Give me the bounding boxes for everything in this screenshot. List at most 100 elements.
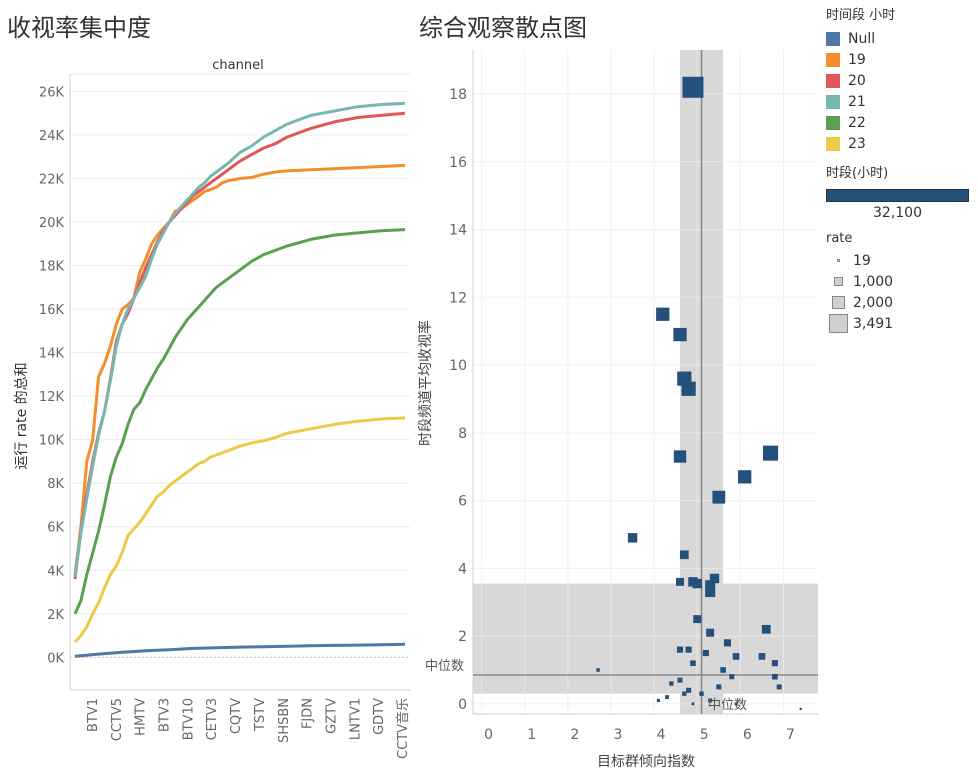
legend-item-21[interactable]: 21 bbox=[826, 91, 976, 112]
scatter-point bbox=[682, 76, 704, 98]
legend-label: Null bbox=[848, 30, 876, 47]
color-legend-items: Null 19 20 21 22 23 bbox=[826, 28, 976, 154]
x-tick-label: 4 bbox=[657, 727, 666, 743]
y-tick-label: 10 bbox=[449, 358, 467, 374]
x-tick-label: FJDN bbox=[301, 698, 316, 729]
y-tick-label: 12K bbox=[39, 390, 65, 405]
size-label: 2,000 bbox=[853, 294, 894, 311]
bar-legend-value: 32,100 bbox=[873, 205, 922, 221]
scatter-point bbox=[708, 698, 713, 703]
x-tick-label: TSTV bbox=[253, 698, 268, 732]
legend-item-22[interactable]: 22 bbox=[826, 112, 976, 133]
x-tick-label: CQTV bbox=[229, 698, 244, 734]
x-tick-label: GDTV bbox=[372, 698, 387, 735]
x-tick-label: SHSBN bbox=[277, 698, 292, 743]
y-tick-label: 26K bbox=[39, 85, 65, 100]
size-legend-item: 2,000 bbox=[826, 292, 976, 313]
scatter-point bbox=[693, 615, 702, 624]
scatter-point bbox=[734, 702, 738, 706]
x-tick-label: 2 bbox=[570, 727, 579, 743]
legend: 时间段 小时 Null 19 20 21 22 23 时段(小时) 32,100 rate… bbox=[826, 4, 976, 334]
y-tick-label: 16K bbox=[39, 303, 65, 318]
legend-item-19[interactable]: 19 bbox=[826, 49, 976, 70]
y-tick-label: 14 bbox=[449, 223, 467, 239]
size-legend-item: 19 bbox=[826, 250, 976, 271]
y-tick-label: 0 bbox=[458, 697, 467, 713]
y-tick-label: 8K bbox=[47, 477, 64, 492]
scatter-point bbox=[799, 707, 802, 711]
scatter-point bbox=[679, 550, 689, 560]
size-swatch bbox=[833, 277, 843, 286]
bar-legend-swatch bbox=[826, 189, 969, 202]
x-tick-label: 5 bbox=[700, 727, 709, 743]
x-tick-label: BTV1 bbox=[86, 698, 101, 732]
scatter-point bbox=[772, 673, 778, 680]
legend-swatch bbox=[826, 136, 840, 151]
scatter-point bbox=[732, 653, 740, 660]
scatter-point bbox=[669, 681, 674, 686]
scatter-point bbox=[729, 674, 735, 680]
series-line-23 bbox=[73, 416, 406, 644]
legend-swatch bbox=[826, 52, 840, 67]
size-label: 1,000 bbox=[853, 273, 894, 290]
y-tick-label: 4 bbox=[458, 561, 467, 577]
legend-swatch bbox=[826, 31, 840, 46]
y-tick-label: 2K bbox=[47, 608, 64, 623]
legend-item-20[interactable]: 20 bbox=[826, 70, 976, 91]
legend-item-Null[interactable]: Null bbox=[826, 28, 976, 49]
y-tick-label: 20K bbox=[39, 216, 65, 231]
scatter-point bbox=[686, 687, 692, 693]
line-chart: channel 0K 2K 4K 6K 8K 10K 12K 14K 16K 18K 20K 22K 2… bbox=[14, 58, 411, 759]
median-label-x: 中位数 bbox=[708, 698, 747, 713]
x-tick-label: BTV3 bbox=[158, 698, 173, 732]
series-line-20 bbox=[73, 111, 406, 580]
scatter-point bbox=[699, 691, 704, 696]
scatter-point bbox=[673, 327, 687, 342]
y-tick-label: 18 bbox=[449, 87, 467, 103]
y-grid bbox=[69, 74, 410, 691]
legend-label: 21 bbox=[848, 93, 866, 110]
x-tick-label: 1 bbox=[527, 727, 536, 743]
y-axis-title: 时段频道平均收视率 bbox=[417, 320, 434, 446]
scatter-point bbox=[596, 668, 600, 672]
scatter-point bbox=[665, 695, 670, 700]
series-line-19 bbox=[73, 163, 406, 575]
x-tick-label: CCTV音乐 bbox=[395, 698, 411, 759]
scatter-point bbox=[682, 691, 687, 696]
legend-label: 19 bbox=[848, 51, 866, 68]
scatter-point bbox=[691, 702, 695, 706]
legend-item-23[interactable]: 23 bbox=[826, 133, 976, 154]
left-chart-title: 收视率集中度 bbox=[7, 14, 151, 42]
y-tick-label: 18K bbox=[39, 260, 65, 275]
y-tick-label: 10K bbox=[39, 434, 65, 449]
series-lines bbox=[73, 101, 406, 658]
scatter-point bbox=[685, 646, 692, 653]
size-swatch bbox=[831, 296, 845, 309]
y-tick-label: 12 bbox=[449, 290, 467, 306]
scatter-point bbox=[716, 684, 722, 690]
scatter-point bbox=[720, 667, 726, 673]
scatter-point bbox=[706, 628, 715, 637]
color-legend-title: 时间段 小时 bbox=[826, 8, 896, 23]
size-legend-item: 1,000 bbox=[826, 271, 976, 292]
x-tick-labels: BTV1 CCTV5 HMTV BTV3 BTV10 CETV3 CQTV TSTV SHSBN… bbox=[86, 698, 411, 759]
scatter-point bbox=[692, 578, 702, 589]
facet-header: channel bbox=[212, 58, 263, 73]
scatter-point bbox=[677, 677, 683, 683]
legend-label: 22 bbox=[848, 114, 866, 131]
scatter-point bbox=[712, 490, 726, 504]
scatter-point bbox=[673, 450, 687, 463]
scatter-points bbox=[596, 76, 802, 711]
scatter-point bbox=[771, 660, 778, 667]
series-line-22 bbox=[73, 228, 406, 615]
legend-swatch bbox=[826, 94, 840, 109]
series-line-Null bbox=[74, 642, 406, 658]
scatter-point bbox=[723, 639, 731, 647]
x-tick-label: 3 bbox=[614, 727, 623, 743]
y-tick-label: 2 bbox=[458, 629, 467, 645]
y-tick-label: 0K bbox=[47, 651, 64, 666]
size-legend-items: 19 1,000 2,000 3,491 bbox=[826, 250, 976, 334]
right-chart-title: 综合观察散点图 bbox=[419, 14, 587, 42]
